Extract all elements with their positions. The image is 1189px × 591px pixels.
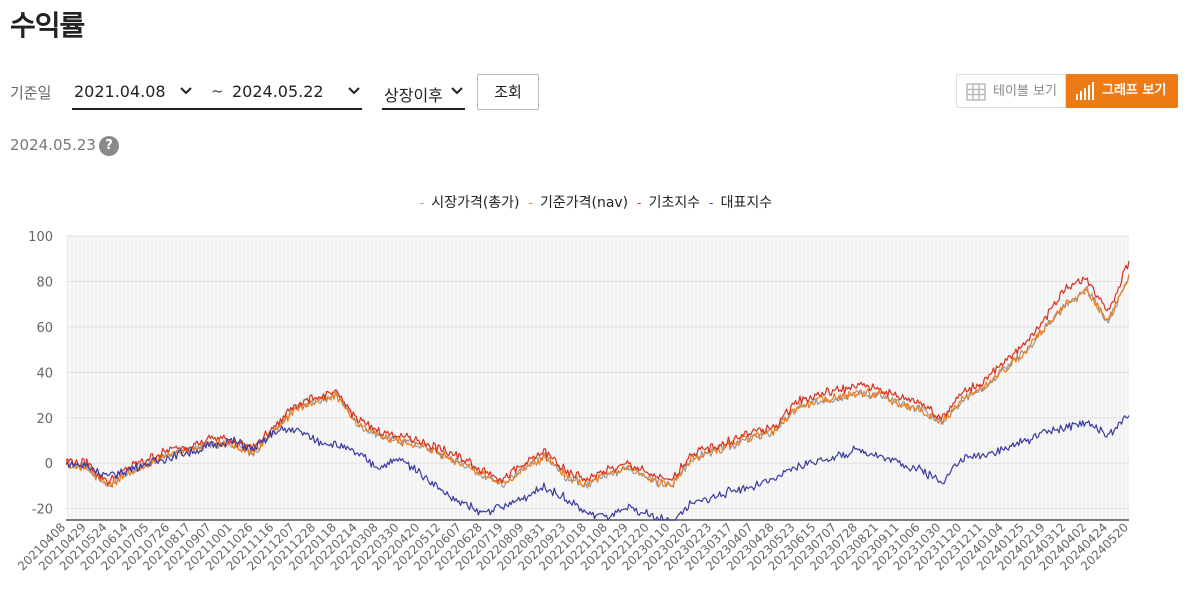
y-tick-label: 40 xyxy=(36,366,53,381)
filter-bar: 기준일 2021.04.08 ~ 2024.05.22 상장이후 조회 테이블 … xyxy=(0,74,1189,114)
legend-item[interactable]: - 시장가격(총가) xyxy=(417,192,520,212)
legend-marker-icon: - xyxy=(636,196,642,210)
legend-item[interactable]: - 대표지수 xyxy=(706,192,772,212)
date-range-separator: ~ xyxy=(211,82,224,100)
table-grid-icon xyxy=(966,83,986,101)
as-of-date: 2024.05.23 xyxy=(10,136,96,154)
help-icon[interactable]: ? xyxy=(99,136,119,156)
table-view-button[interactable]: 테이블 보기 xyxy=(956,74,1066,108)
legend-label: 기초지수 xyxy=(644,195,701,211)
y-tick-label: 80 xyxy=(36,275,53,290)
end-date-select[interactable]: 2024.05.22 xyxy=(228,74,362,108)
legend-label: 기준가격(nav) xyxy=(535,195,629,211)
legend-item[interactable]: - 기준가격(nav) xyxy=(526,192,629,212)
chevron-down-icon xyxy=(348,87,360,95)
legend-label: 대표지수 xyxy=(716,195,773,211)
search-button[interactable]: 조회 xyxy=(477,74,539,110)
legend-marker-icon: - xyxy=(419,196,425,210)
returns-line-chart: 100806040200-202021040820210429202105242… xyxy=(15,230,1131,573)
page-title: 수익률 xyxy=(10,9,85,42)
chevron-down-icon xyxy=(180,87,192,95)
legend-label: 시장가격(총가) xyxy=(426,195,520,211)
start-date-value: 2021.04.08 xyxy=(74,82,166,101)
base-date-label: 기준일 xyxy=(10,84,52,102)
y-tick-label: 0 xyxy=(45,457,53,472)
chart-legend: - 시장가격(총가) - 기준가격(nav) - 기초지수 - 대표지수 xyxy=(0,192,1189,212)
period-select[interactable]: 상장이후 xyxy=(382,74,465,110)
chevron-down-icon xyxy=(451,87,463,95)
y-tick-label: 60 xyxy=(36,321,53,336)
series-line-4 xyxy=(65,415,1130,521)
graph-view-label: 그래프 보기 xyxy=(1102,83,1167,98)
table-view-label: 테이블 보기 xyxy=(993,84,1057,99)
y-tick-label: 100 xyxy=(28,230,53,245)
legend-marker-icon: - xyxy=(528,196,533,210)
bar-chart-icon xyxy=(1076,82,1094,100)
y-tick-label: -20 xyxy=(32,503,53,518)
period-value: 상장이후 xyxy=(384,86,443,105)
end-date-value: 2024.05.22 xyxy=(232,82,324,101)
view-toggle: 테이블 보기 그래프 보기 xyxy=(956,74,1178,108)
start-date-select[interactable]: 2021.04.08 xyxy=(72,74,362,110)
y-tick-label: 20 xyxy=(36,412,53,427)
legend-item[interactable]: - 기초지수 xyxy=(634,192,700,212)
graph-view-button[interactable]: 그래프 보기 xyxy=(1066,74,1178,108)
series-line-3 xyxy=(65,260,1130,486)
legend-marker-icon: - xyxy=(708,196,714,210)
